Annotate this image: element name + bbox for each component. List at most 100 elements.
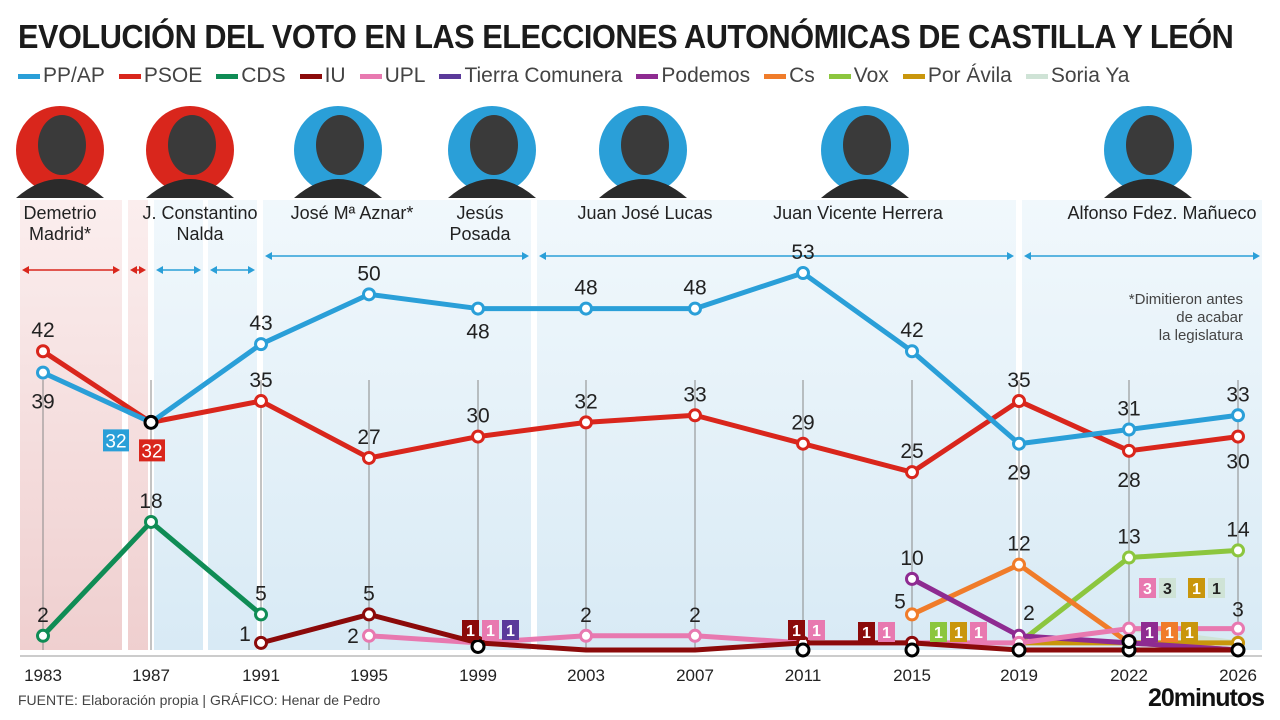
value-label: 18	[139, 490, 162, 513]
value-label: 42	[900, 319, 923, 342]
data-point	[362, 607, 376, 622]
legend-label: Por Ávila	[927, 64, 1012, 87]
value-label: 13	[1117, 526, 1140, 549]
data-point	[362, 628, 376, 643]
leader-portrait-body	[599, 179, 687, 198]
x-tick-label: 2019	[1000, 666, 1038, 685]
shared-data-point	[1230, 642, 1246, 658]
arrowhead-left	[130, 266, 137, 274]
leader-portrait-body	[821, 179, 909, 198]
value-label: 35	[1007, 369, 1030, 392]
legend-label: PSOE	[143, 64, 203, 87]
value-label: 5	[894, 590, 906, 613]
value-label: 5	[255, 582, 267, 605]
arrowhead-right	[1253, 252, 1260, 260]
legend-label: PP/AP	[43, 64, 105, 87]
leader-portrait-body	[1104, 179, 1192, 198]
legend-item: PP/AP	[18, 64, 105, 88]
seat-badge	[1139, 578, 1156, 598]
footnote: *Dimitieron antes	[1129, 291, 1243, 308]
seat-badge-value: 1	[1145, 625, 1154, 642]
series-line-podemos	[910, 576, 1239, 653]
data-point	[1231, 429, 1245, 444]
value-label: 12	[1007, 533, 1030, 556]
legend-label: UPL	[384, 64, 426, 87]
legend-swatch	[216, 73, 239, 79]
seat-badge-value: 1	[862, 625, 871, 642]
seat-badge	[1208, 578, 1225, 598]
legend-item: Cs	[764, 64, 815, 88]
leader-name: Nalda	[176, 224, 224, 244]
data-point	[254, 394, 268, 409]
legend-item: Soria Ya	[1025, 64, 1129, 88]
source-credit: FUENTE: Elaboración propia | GRÁFICO: He…	[18, 692, 381, 708]
x-tick-label: 2007	[676, 666, 714, 685]
seat-badge	[808, 620, 825, 640]
shared-data-point	[904, 642, 920, 658]
x-tick-label: 2015	[893, 666, 931, 685]
data-point	[1122, 422, 1136, 437]
arrowhead-right	[522, 252, 529, 260]
seat-badge-value: 1	[934, 625, 943, 642]
seat-badge-value: 1	[1212, 581, 1221, 598]
seat-badge-value: 1	[974, 625, 983, 642]
data-point	[1012, 436, 1026, 451]
legend: PP/AP PSOE CDS IU UPL Tierra Comunera Podemos C…	[18, 64, 1129, 88]
value-label: 48	[574, 277, 597, 300]
x-tick-label: 1999	[459, 666, 497, 685]
data-point	[36, 628, 50, 643]
seat-badge	[1159, 578, 1176, 598]
seat-badge-value: 3	[1143, 581, 1152, 598]
arrowhead-right	[113, 266, 120, 274]
legend-item: Tierra Comunera	[439, 64, 622, 88]
legend-swatch	[636, 73, 659, 79]
arrowhead-left	[156, 266, 163, 274]
value-label: 39	[31, 391, 54, 414]
seat-badge	[930, 622, 947, 642]
shared-data-point	[795, 642, 811, 658]
data-point	[36, 344, 50, 359]
shared-data-point	[470, 638, 486, 654]
value-label: 29	[1007, 462, 1030, 485]
shared-data-point	[143, 414, 159, 430]
value-label: 32	[105, 431, 126, 452]
value-label: 5	[363, 582, 375, 605]
shared-data-point	[1011, 642, 1027, 658]
x-tick-label: 2026	[1219, 666, 1257, 685]
data-point	[905, 344, 919, 359]
arrowhead-left	[265, 252, 272, 260]
arrowhead-right	[1007, 252, 1014, 260]
value-label: 31	[1117, 397, 1140, 420]
seat-badge	[950, 622, 967, 642]
shared-data-point	[1121, 633, 1137, 649]
data-point	[1122, 621, 1136, 636]
value-label: 48	[466, 321, 489, 344]
leader-term-band	[20, 200, 122, 650]
seat-badge	[502, 620, 519, 640]
seat-badge	[970, 622, 987, 642]
legend-swatch	[828, 73, 851, 79]
leader-portrait-body	[448, 179, 536, 198]
value-label: 50	[357, 262, 380, 285]
arrowhead-left	[1024, 252, 1031, 260]
arrowhead-right	[248, 266, 255, 274]
data-point	[688, 628, 702, 643]
value-label: 2	[580, 604, 592, 627]
seat-badge	[462, 620, 479, 640]
leader-term-band	[537, 200, 1016, 650]
data-point	[1231, 543, 1245, 558]
seat-badge	[878, 622, 895, 642]
x-tick-label: 2003	[567, 666, 605, 685]
value-label: 48	[683, 277, 706, 300]
value-label: 28	[1117, 469, 1140, 492]
leader-name: Juan José Lucas	[577, 203, 712, 223]
value-label: 2	[689, 604, 701, 627]
leader-portrait-body	[146, 179, 234, 198]
leader-portrait-face	[316, 115, 364, 175]
data-point	[254, 635, 268, 650]
data-point	[796, 436, 810, 451]
value-label: 2	[347, 625, 359, 648]
arrowhead-left	[539, 252, 546, 260]
legend-item: UPL	[359, 64, 426, 88]
data-point	[579, 415, 593, 430]
